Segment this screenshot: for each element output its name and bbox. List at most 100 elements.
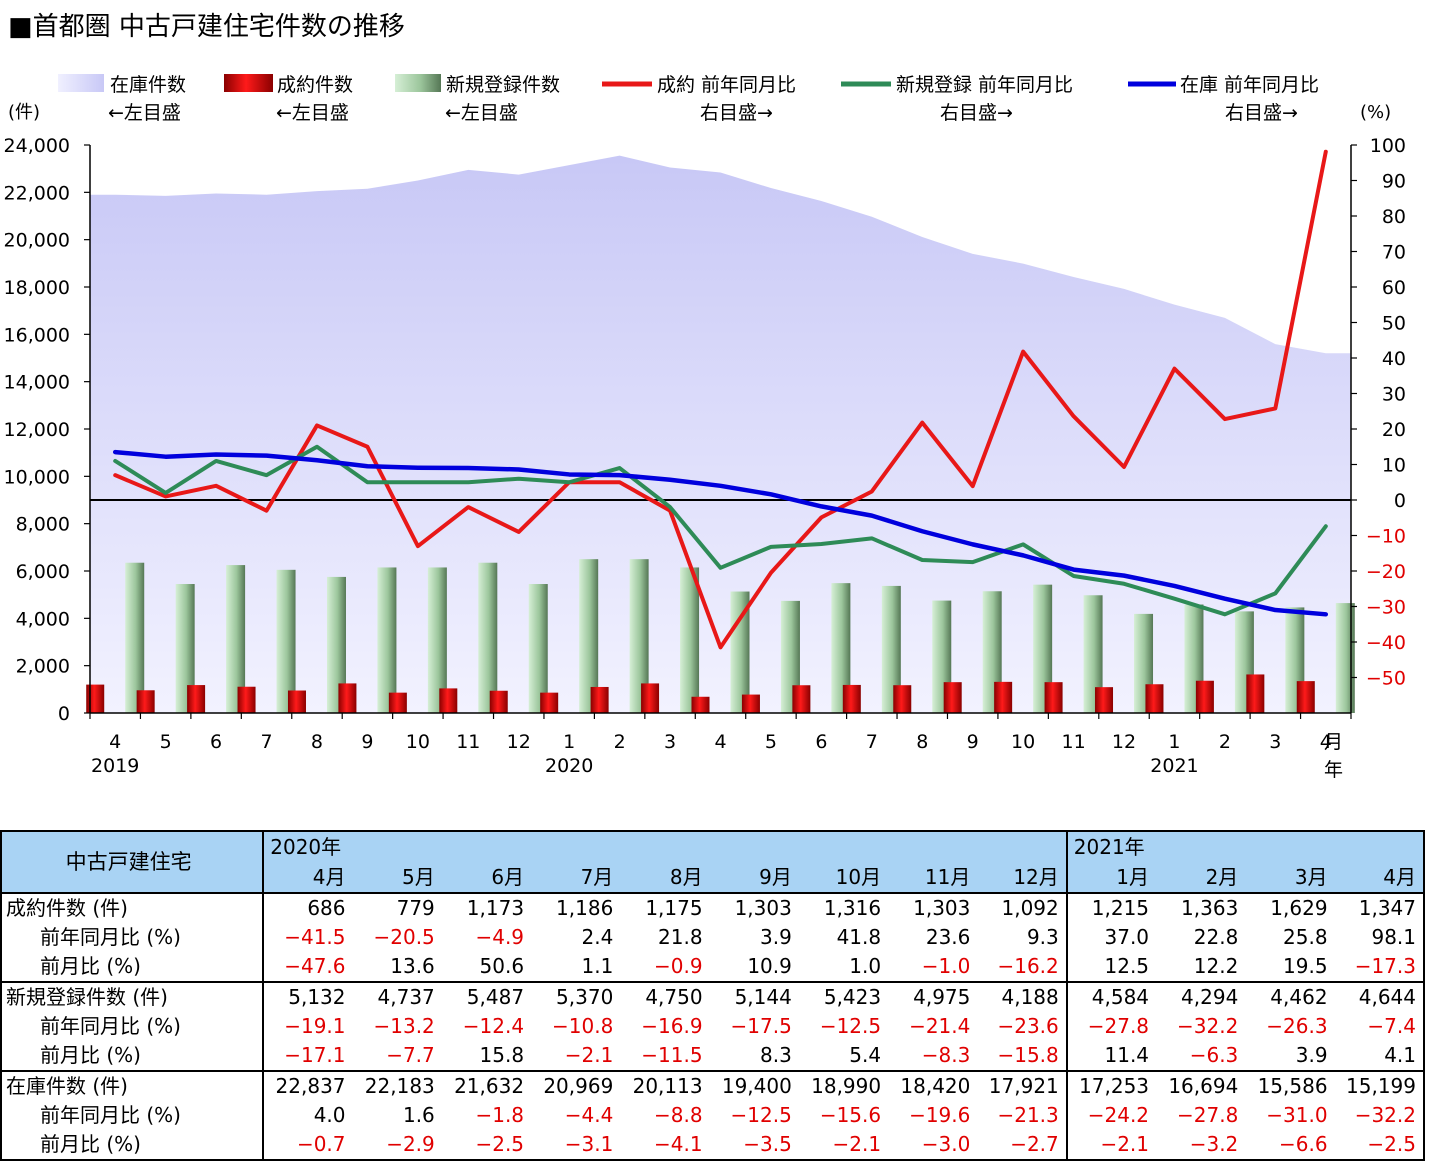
bar-new-listings <box>780 600 800 713</box>
table-cell: −17.3 <box>1334 952 1426 982</box>
table-cell: 2.4 <box>581 925 614 949</box>
x-tick-label: 3 <box>664 731 676 753</box>
table-cell: −0.7 <box>263 1130 353 1161</box>
x-tick-label: 4 <box>1320 731 1332 753</box>
area-series-inventory <box>90 155 1351 713</box>
table-body: 成約件数 (件) 686 779 1,173 1,186 1,175 1,303 1,316 1… <box>0 893 1426 1161</box>
plot-area <box>86 149 1355 713</box>
bar-new-listings <box>226 565 246 713</box>
table-cell: −23.6 <box>997 1014 1059 1038</box>
table-cell: 1,303 <box>913 896 971 920</box>
right-axis-unit: (%) <box>1360 102 1391 123</box>
table-cell: −21.4 <box>909 1014 971 1038</box>
legend-new-listings-label: 新規登録件数 <box>446 74 560 96</box>
table-cell: −4.9 <box>475 925 525 949</box>
table-cell: −3.5 <box>709 1130 799 1161</box>
month-header: 4月 <box>263 862 353 894</box>
right-tick-label: −10 <box>1366 526 1406 548</box>
table-cell: −2.5 <box>441 1130 532 1161</box>
month-header: 4月 <box>1334 862 1426 894</box>
bar-new-listings <box>1335 603 1355 713</box>
table-cell: 4,188 <box>977 981 1067 1012</box>
bar-new-listings <box>326 576 346 713</box>
table-cell: 1,316 <box>823 896 882 920</box>
legend-contracts-swatch <box>224 74 273 92</box>
table-cell: 17,253 <box>1065 1070 1157 1101</box>
x-tick-label: 10 <box>406 731 430 753</box>
table-cell: 12.5 <box>1065 952 1157 982</box>
month-header: 12月 <box>977 862 1067 894</box>
table-row: 前月比 (%) −47.6 13.6 50.6 1.1 −0.9 10.9 1.0 −1.0 −1… <box>0 952 1426 982</box>
x-tick-label: 9 <box>967 731 979 753</box>
left-tick-label: 2,000 <box>16 656 70 678</box>
x-tick-label: 5 <box>765 731 777 753</box>
table-cell: −4.4 <box>564 1103 614 1127</box>
month-header: 6月 <box>441 862 532 894</box>
row-label: 新規登録件数 (件) <box>0 981 265 1012</box>
table-cell: −13.2 <box>373 1014 435 1038</box>
legend-new-listings-swatch <box>395 74 441 92</box>
bar-contracts <box>1145 684 1164 713</box>
x-tick-label: 1 <box>1168 731 1180 753</box>
table-cell: −24.2 <box>1065 1101 1157 1130</box>
table-cell: −12.5 <box>819 1014 882 1038</box>
bar-new-listings <box>1083 595 1103 713</box>
table-row: 前年同月比 (%) −19.1 −13.2 −12.4 −10.8 −16.9 −17.5 −… <box>0 1012 1426 1041</box>
bar-new-listings <box>629 559 649 713</box>
table-cell: −2.1 <box>564 1043 614 1067</box>
bar-contracts <box>439 688 458 713</box>
bar-new-listings <box>881 585 901 713</box>
x-tick-label: 11 <box>456 731 480 753</box>
table-cell: 4,462 <box>1245 981 1335 1012</box>
table-cell: −12.5 <box>730 1103 792 1127</box>
bar-contracts <box>237 686 256 713</box>
table-cell: −2.7 <box>977 1130 1067 1161</box>
table-cell: −2.1 <box>1065 1130 1157 1161</box>
table-cell: 98.1 <box>1334 923 1426 952</box>
legend-contract-yoy-sub: 右目盛→ <box>700 102 773 124</box>
row-label: 前月比 (%) <box>0 1130 265 1161</box>
table-cell: 22,183 <box>352 1070 442 1101</box>
bar-contracts <box>86 684 105 713</box>
x-tick-label: 2 <box>1219 731 1231 753</box>
right-tick-label: 100 <box>1370 135 1406 157</box>
left-tick-label: 8,000 <box>16 514 70 536</box>
bar-contracts <box>540 692 559 713</box>
month-header: 2月 <box>1156 862 1246 894</box>
table-cell: −32.2 <box>1177 1014 1239 1038</box>
bar-contracts <box>641 683 660 713</box>
row-label: 前年同月比 (%) <box>0 923 265 952</box>
left-tick-label: 16,000 <box>4 324 70 346</box>
legend-contract-yoy-label: 成約 前年同月比 <box>657 74 796 96</box>
table-cell: 50.6 <box>479 954 525 978</box>
table-cell: 20,113 <box>620 1070 710 1101</box>
table-cell: 4,750 <box>620 981 710 1012</box>
bar-new-listings <box>831 583 851 713</box>
x-unit-month: 月 <box>1324 731 1343 753</box>
x-tick-label: 7 <box>866 731 878 753</box>
bar-contracts <box>287 690 306 713</box>
year-header-2021: 2021年 <box>1065 830 1426 862</box>
legend-inventory-yoy-sub: 右目盛→ <box>1225 102 1298 124</box>
table-cell: 1.6 <box>402 1103 435 1127</box>
table-cell: 23.6 <box>925 925 971 949</box>
table-cell: 4.1 <box>1334 1041 1426 1071</box>
month-header: 5月 <box>352 862 442 894</box>
table-cell: −12.4 <box>462 1014 525 1038</box>
legend-new-listing-yoy-label: 新規登録 前年同月比 <box>896 74 1073 96</box>
x-tick-label: 4 <box>714 731 726 753</box>
data-table-container: 中古戸建住宅 2020年 2021年 4月 5月 6月 7月 8月 9月 10月 11月 12月… <box>0 830 1426 1161</box>
left-tick-label: 0 <box>58 703 70 725</box>
legend-new-listing-yoy-sub: 右目盛→ <box>940 102 1013 124</box>
table-row: 前月比 (%) −17.1 −7.7 15.8 −2.1 −11.5 8.3 5.4 −8.3 −… <box>0 1041 1426 1071</box>
table-cell: −2.1 <box>798 1130 889 1161</box>
table-cell: 21.8 <box>658 925 703 949</box>
table-cell: 12.2 <box>1193 954 1239 978</box>
bar-contracts <box>338 683 357 713</box>
table-cell: 18,990 <box>798 1070 889 1101</box>
x-tick-label: 6 <box>815 731 827 753</box>
table-cell: −3.1 <box>531 1130 621 1161</box>
bar-contracts <box>741 694 760 713</box>
table-cell: −4.1 <box>620 1130 710 1161</box>
